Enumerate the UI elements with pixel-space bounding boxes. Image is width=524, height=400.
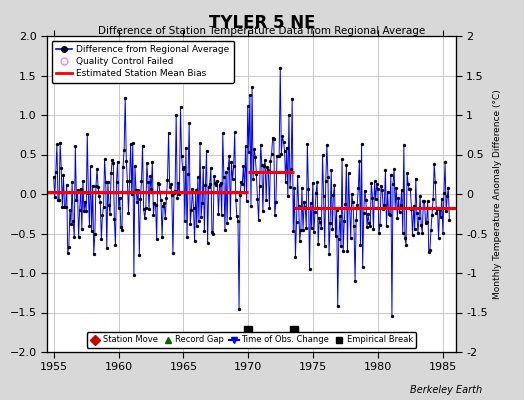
Y-axis label: Monthly Temperature Anomaly Difference (°C): Monthly Temperature Anomaly Difference (…	[494, 89, 503, 299]
Text: Difference of Station Temperature Data from Regional Average: Difference of Station Temperature Data f…	[99, 26, 425, 36]
Text: TYLER 5 NE: TYLER 5 NE	[209, 14, 315, 32]
Text: Berkeley Earth: Berkeley Earth	[410, 385, 482, 395]
Legend: Station Move, Record Gap, Time of Obs. Change, Empirical Break: Station Move, Record Gap, Time of Obs. C…	[86, 332, 417, 348]
